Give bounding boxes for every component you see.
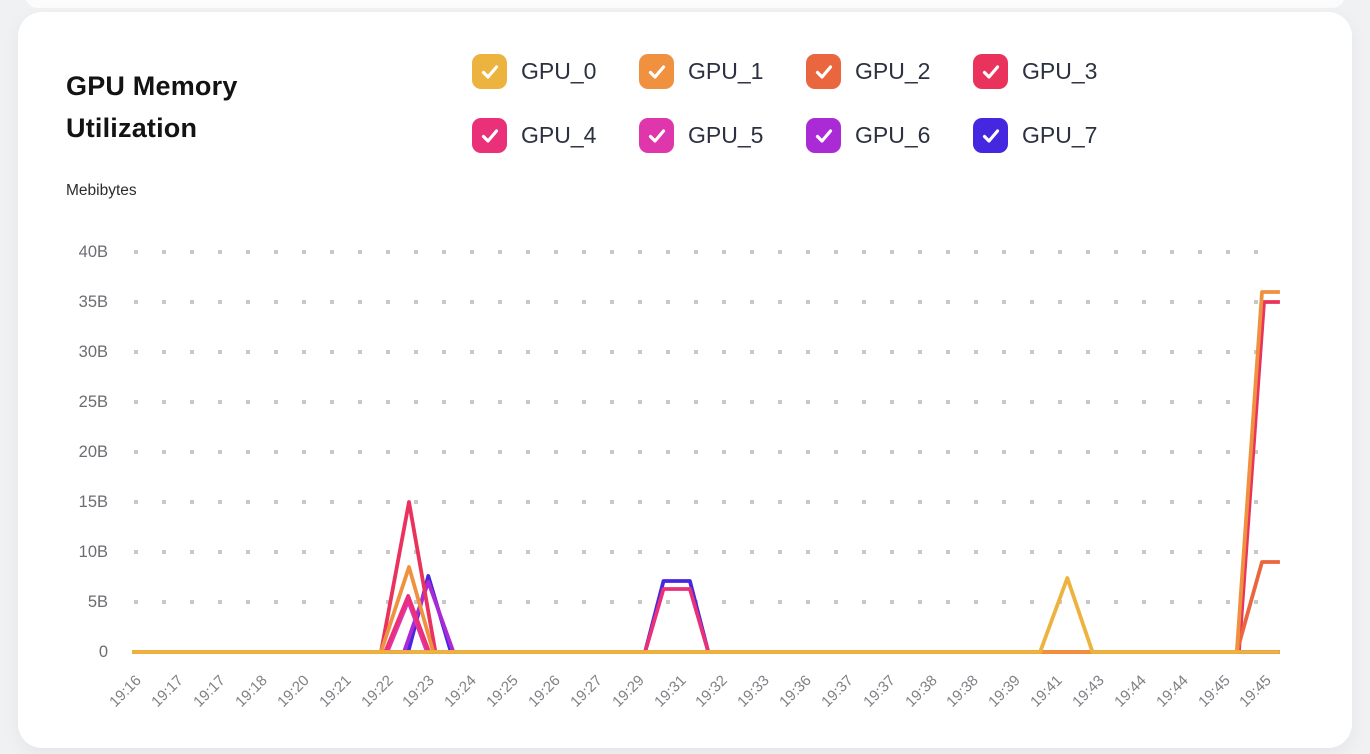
legend-item-gpu_6[interactable]: GPU_6: [806, 118, 973, 153]
check-icon: [648, 128, 665, 143]
check-icon: [481, 64, 498, 79]
check-icon: [481, 128, 498, 143]
legend-row: GPU_0 GPU_1 GPU_2 GPU_3: [472, 54, 1140, 118]
series-line-gpu_4: [132, 587, 1280, 654]
y-tick-label: 0: [98, 643, 108, 661]
chart-title: GPU Memory Utilization: [66, 71, 238, 143]
legend-label: GPU_3: [1022, 58, 1098, 84]
y-tick-label: 10B: [78, 543, 108, 561]
legend-checkbox-gpu_4[interactable]: [472, 118, 507, 153]
y-axis-unit-label: Mebibytes: [66, 182, 137, 199]
legend-row: GPU_4 GPU_5 GPU_6 GPU_7: [472, 118, 1140, 182]
legend-label: GPU_7: [1022, 122, 1098, 148]
y-tick-label: 40B: [78, 243, 108, 261]
legend-item-gpu_2[interactable]: GPU_2: [806, 54, 973, 89]
check-icon: [648, 64, 665, 79]
legend-item-gpu_5[interactable]: GPU_5: [639, 118, 806, 153]
legend-checkbox-gpu_5[interactable]: [639, 118, 674, 153]
series-line-gpu_1: [132, 290, 1280, 654]
legend-label: GPU_6: [855, 122, 931, 148]
y-tick-label: 15B: [78, 493, 108, 511]
legend-item-gpu_3[interactable]: GPU_3: [973, 54, 1140, 89]
y-tick-label: 5B: [87, 593, 108, 611]
legend-checkbox-gpu_2[interactable]: [806, 54, 841, 89]
check-icon: [982, 64, 999, 79]
y-tick-label: 25B: [78, 393, 108, 411]
check-icon: [815, 128, 832, 143]
legend-label: GPU_2: [855, 58, 931, 84]
legend-label: GPU_5: [688, 122, 764, 148]
legend-checkbox-gpu_3[interactable]: [973, 54, 1008, 89]
gpu-memory-utilization-card: GPU Memory Utilization GPU_0 GPU_1 GPU_2 GP…: [18, 12, 1352, 748]
legend-checkbox-gpu_1[interactable]: [639, 54, 674, 89]
y-tick-label: 35B: [78, 293, 108, 311]
legend-item-gpu_4[interactable]: GPU_4: [472, 118, 639, 153]
legend-item-gpu_0[interactable]: GPU_0: [472, 54, 639, 89]
chart-legend: GPU_0 GPU_1 GPU_2 GPU_3 GPU_4 GPU_5 GPU_6 GPU_7: [472, 54, 1140, 182]
legend-checkbox-gpu_6[interactable]: [806, 118, 841, 153]
series-line-gpu_3: [132, 300, 1280, 654]
check-icon: [982, 128, 999, 143]
legend-checkbox-gpu_7[interactable]: [973, 118, 1008, 153]
legend-label: GPU_1: [688, 58, 764, 84]
legend-item-gpu_7[interactable]: GPU_7: [973, 118, 1140, 153]
legend-item-gpu_1[interactable]: GPU_1: [639, 54, 806, 89]
check-icon: [815, 64, 832, 79]
legend-label: GPU_0: [521, 58, 597, 84]
legend-label: GPU_4: [521, 122, 597, 148]
series-line-gpu_0: [132, 576, 1280, 654]
y-tick-label: 30B: [78, 343, 108, 361]
chart-plot-area[interactable]: [18, 12, 1352, 748]
y-tick-label: 20B: [78, 443, 108, 461]
legend-checkbox-gpu_0[interactable]: [472, 54, 507, 89]
adjacent-card-edge: [25, 0, 1345, 8]
